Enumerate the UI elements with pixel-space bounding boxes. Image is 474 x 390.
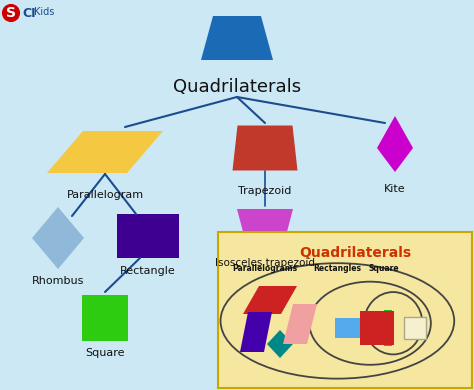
Bar xyxy=(335,318,365,338)
Bar xyxy=(404,317,426,339)
Text: Parallelogram: Parallelogram xyxy=(66,190,144,200)
Polygon shape xyxy=(47,131,163,173)
Bar xyxy=(218,232,472,388)
Polygon shape xyxy=(267,330,293,358)
Polygon shape xyxy=(237,209,293,247)
Text: Quadrilaterals: Quadrilaterals xyxy=(299,246,411,260)
Polygon shape xyxy=(283,304,317,344)
Text: Square: Square xyxy=(85,348,125,358)
Bar xyxy=(384,310,392,346)
Text: Parallelograms: Parallelograms xyxy=(232,264,297,273)
Polygon shape xyxy=(233,126,298,170)
Text: CI: CI xyxy=(22,7,36,20)
Text: S: S xyxy=(6,6,16,20)
Text: Kids: Kids xyxy=(34,7,55,17)
Text: Trapezoid: Trapezoid xyxy=(238,186,292,196)
Text: Rhombus: Rhombus xyxy=(32,276,84,286)
Text: Rectangles: Rectangles xyxy=(313,264,361,273)
Text: Rectangle: Rectangle xyxy=(120,266,176,276)
Text: Kite: Kite xyxy=(384,184,406,194)
Bar xyxy=(82,295,128,341)
Bar xyxy=(360,311,394,345)
Polygon shape xyxy=(32,207,84,269)
Text: Square: Square xyxy=(368,264,399,273)
Polygon shape xyxy=(243,286,297,314)
Text: Isosceles trapezoid: Isosceles trapezoid xyxy=(215,258,315,268)
Polygon shape xyxy=(201,16,273,60)
Polygon shape xyxy=(377,116,413,172)
Bar xyxy=(117,214,179,258)
Text: Quadrilaterals: Quadrilaterals xyxy=(173,78,301,96)
Polygon shape xyxy=(240,312,272,352)
